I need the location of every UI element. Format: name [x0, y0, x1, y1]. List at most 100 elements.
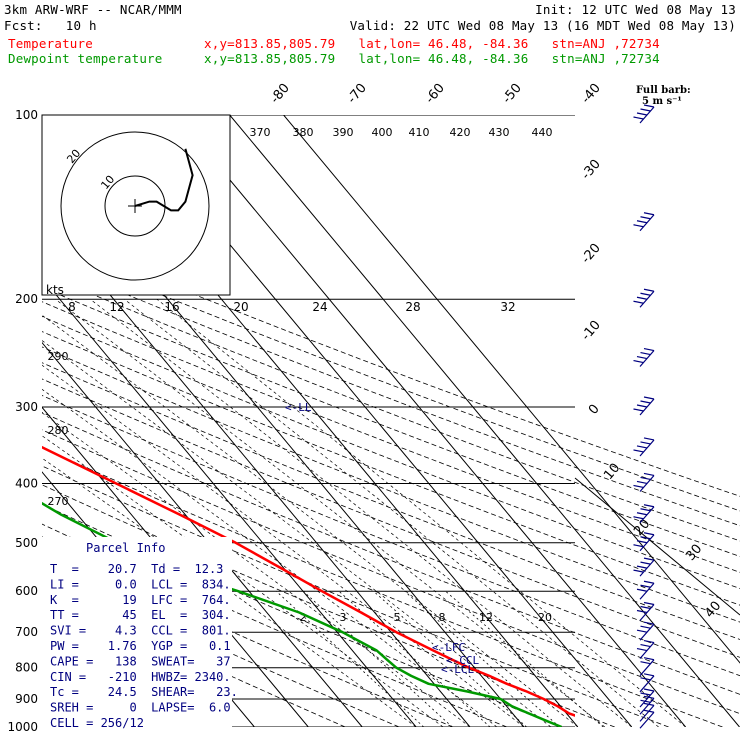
parcel-row: T = 20.7 Td = 12.3 — [50, 562, 223, 576]
wind-barb — [636, 580, 655, 600]
wind-barb — [639, 673, 655, 693]
legend-temperature-location: x,y=813.85,805.79 lat,lon= 46.48, -84.36… — [204, 36, 660, 51]
theta-label-270: 270 — [48, 495, 69, 508]
lfc-marker: <-LFC — [432, 641, 465, 654]
speed-label-20: 20 — [233, 300, 248, 314]
theta-label-430: 430 — [489, 126, 510, 139]
moist-adiabat-line — [156, 298, 686, 727]
temperature-profile-line — [42, 445, 575, 717]
wind-barb — [633, 212, 655, 232]
isotherm-line — [42, 277, 417, 727]
pressure-label-1000: 1000 — [7, 720, 38, 734]
chart-boundary-line — [574, 477, 740, 616]
hodograph-trace — [134, 148, 194, 212]
pressure-label-300: 300 — [15, 400, 38, 414]
dry-adiabat-line — [42, 245, 740, 512]
parcel-row: SREH = 0 LAPSE= 6.0 — [50, 701, 231, 715]
theta-label-400: 400 — [372, 126, 393, 139]
theta-label-380: 380 — [293, 126, 314, 139]
isotherm-line — [42, 341, 363, 727]
mixing-ratio-label-12: 12 — [479, 611, 493, 624]
mixing-ratio-label-2: 2 — [300, 611, 307, 624]
speed-label-8: 8 — [68, 300, 76, 314]
hodograph-inset: 10 20 — [41, 114, 231, 296]
mixing-ratio-line — [338, 590, 491, 727]
model-title: 3km ARW-WRF -- NCAR/MMM — [4, 2, 182, 17]
dry-adiabat-line — [42, 447, 723, 727]
moist-adiabat-line — [42, 388, 498, 727]
dry-adiabat-line — [42, 587, 346, 727]
wind-barb — [636, 639, 655, 659]
isotherm-label-40: 40 — [702, 599, 724, 621]
wind-barb — [633, 532, 655, 552]
dry-adiabat-line — [42, 315, 740, 589]
moist-adiabat-line — [124, 298, 659, 727]
wind-barb — [633, 472, 655, 492]
mixing-ratio-line — [404, 590, 560, 727]
parcel-row: CIN = -210 HWBZ= 2340. — [50, 670, 231, 684]
dry-adiabat-line — [42, 429, 740, 715]
mixing-ratio-label-5: 5 — [394, 611, 401, 624]
valid-time: Valid: 22 UTC Wed 08 May 13 (16 MDT Wed … — [349, 18, 736, 33]
dry-adiabat-line — [42, 331, 740, 606]
pressure-label-200: 200 — [15, 292, 38, 306]
parcel-row: CAPE = 138 SWEAT= 37 — [50, 654, 231, 668]
wind-barb — [633, 347, 655, 367]
mixing-ratio-line — [276, 590, 425, 727]
moist-adiabat-line — [55, 298, 606, 727]
pressure-label-900: 900 — [15, 692, 38, 706]
isotherm-label--60: -60 — [423, 81, 448, 107]
dry-adiabat-line — [42, 301, 740, 573]
moist-adiabat-line — [89, 298, 632, 727]
legend-dewpoint: Dewpoint temperature — [8, 51, 163, 66]
legend-dewpoint-location: x,y=813.85,805.79 lat,lon= 46.48, -84.36… — [204, 51, 660, 66]
isotherm-label-10: 10 — [601, 461, 623, 483]
speed-label-32: 32 — [500, 300, 515, 314]
theta-label-280: 280 — [48, 424, 69, 437]
parcel-row: LI = 0.0 LCL = 834. — [50, 577, 231, 591]
isotherm-label--10: -10 — [579, 318, 604, 344]
speed-label-16: 16 — [164, 300, 179, 314]
parcel-row: TT = 45 EL = 304. — [50, 608, 231, 622]
parcel-row: CELL = 256/12 — [50, 716, 144, 730]
dry-adiabat-line — [42, 465, 669, 727]
wind-barb — [639, 688, 655, 708]
isotherm-line — [175, 115, 686, 727]
isotherm-line — [283, 115, 740, 664]
isotherm-label--50: -50 — [500, 81, 525, 107]
wind-barb — [639, 657, 655, 677]
forecast-hour: Fcst: 10 h — [4, 18, 97, 33]
hodograph-units: kts — [46, 283, 64, 297]
mixing-ratio-label-3: 3 — [340, 611, 347, 624]
init-time: Init: 12 UTC Wed 08 May 13 — [535, 2, 736, 17]
wind-barb — [633, 437, 655, 457]
isotherm-label--80: -80 — [268, 81, 293, 107]
wind-barb — [633, 557, 655, 577]
speed-label-12: 12 — [109, 300, 124, 314]
lcl-marker: <-LCL — [441, 663, 474, 676]
pressure-label-800: 800 — [15, 661, 38, 675]
dry-adiabat-line — [42, 394, 740, 677]
dry-adiabat-line — [42, 411, 740, 695]
dry-adiabat-line — [42, 231, 740, 497]
moist-adiabat-line — [42, 412, 471, 727]
parcel-info-title: Parcel Info — [86, 541, 165, 555]
pressure-label-700: 700 — [15, 625, 38, 639]
wind-barb — [636, 601, 655, 621]
isotherm-label--30: -30 — [579, 157, 604, 183]
pressure-label-400: 400 — [15, 476, 38, 490]
theta-label-370: 370 — [250, 126, 271, 139]
parcel-row: SVI = 4.3 CCL = 801. — [50, 624, 231, 638]
isotherm-line — [229, 115, 740, 727]
moist-adiabat-line — [42, 314, 579, 727]
dry-adiabat-line — [42, 346, 740, 623]
speed-label-24: 24 — [312, 300, 327, 314]
barb-legend-title: Full barb: — [636, 85, 691, 96]
theta-label-410: 410 — [409, 126, 430, 139]
dry-adiabat-line — [42, 362, 740, 640]
parcel-row: Tc = 24.5 SHEAR= 23. — [50, 685, 238, 699]
wind-barb — [633, 104, 655, 124]
legend-temperature: Temperature — [8, 36, 93, 51]
isotherm-label-30: 30 — [683, 542, 705, 564]
